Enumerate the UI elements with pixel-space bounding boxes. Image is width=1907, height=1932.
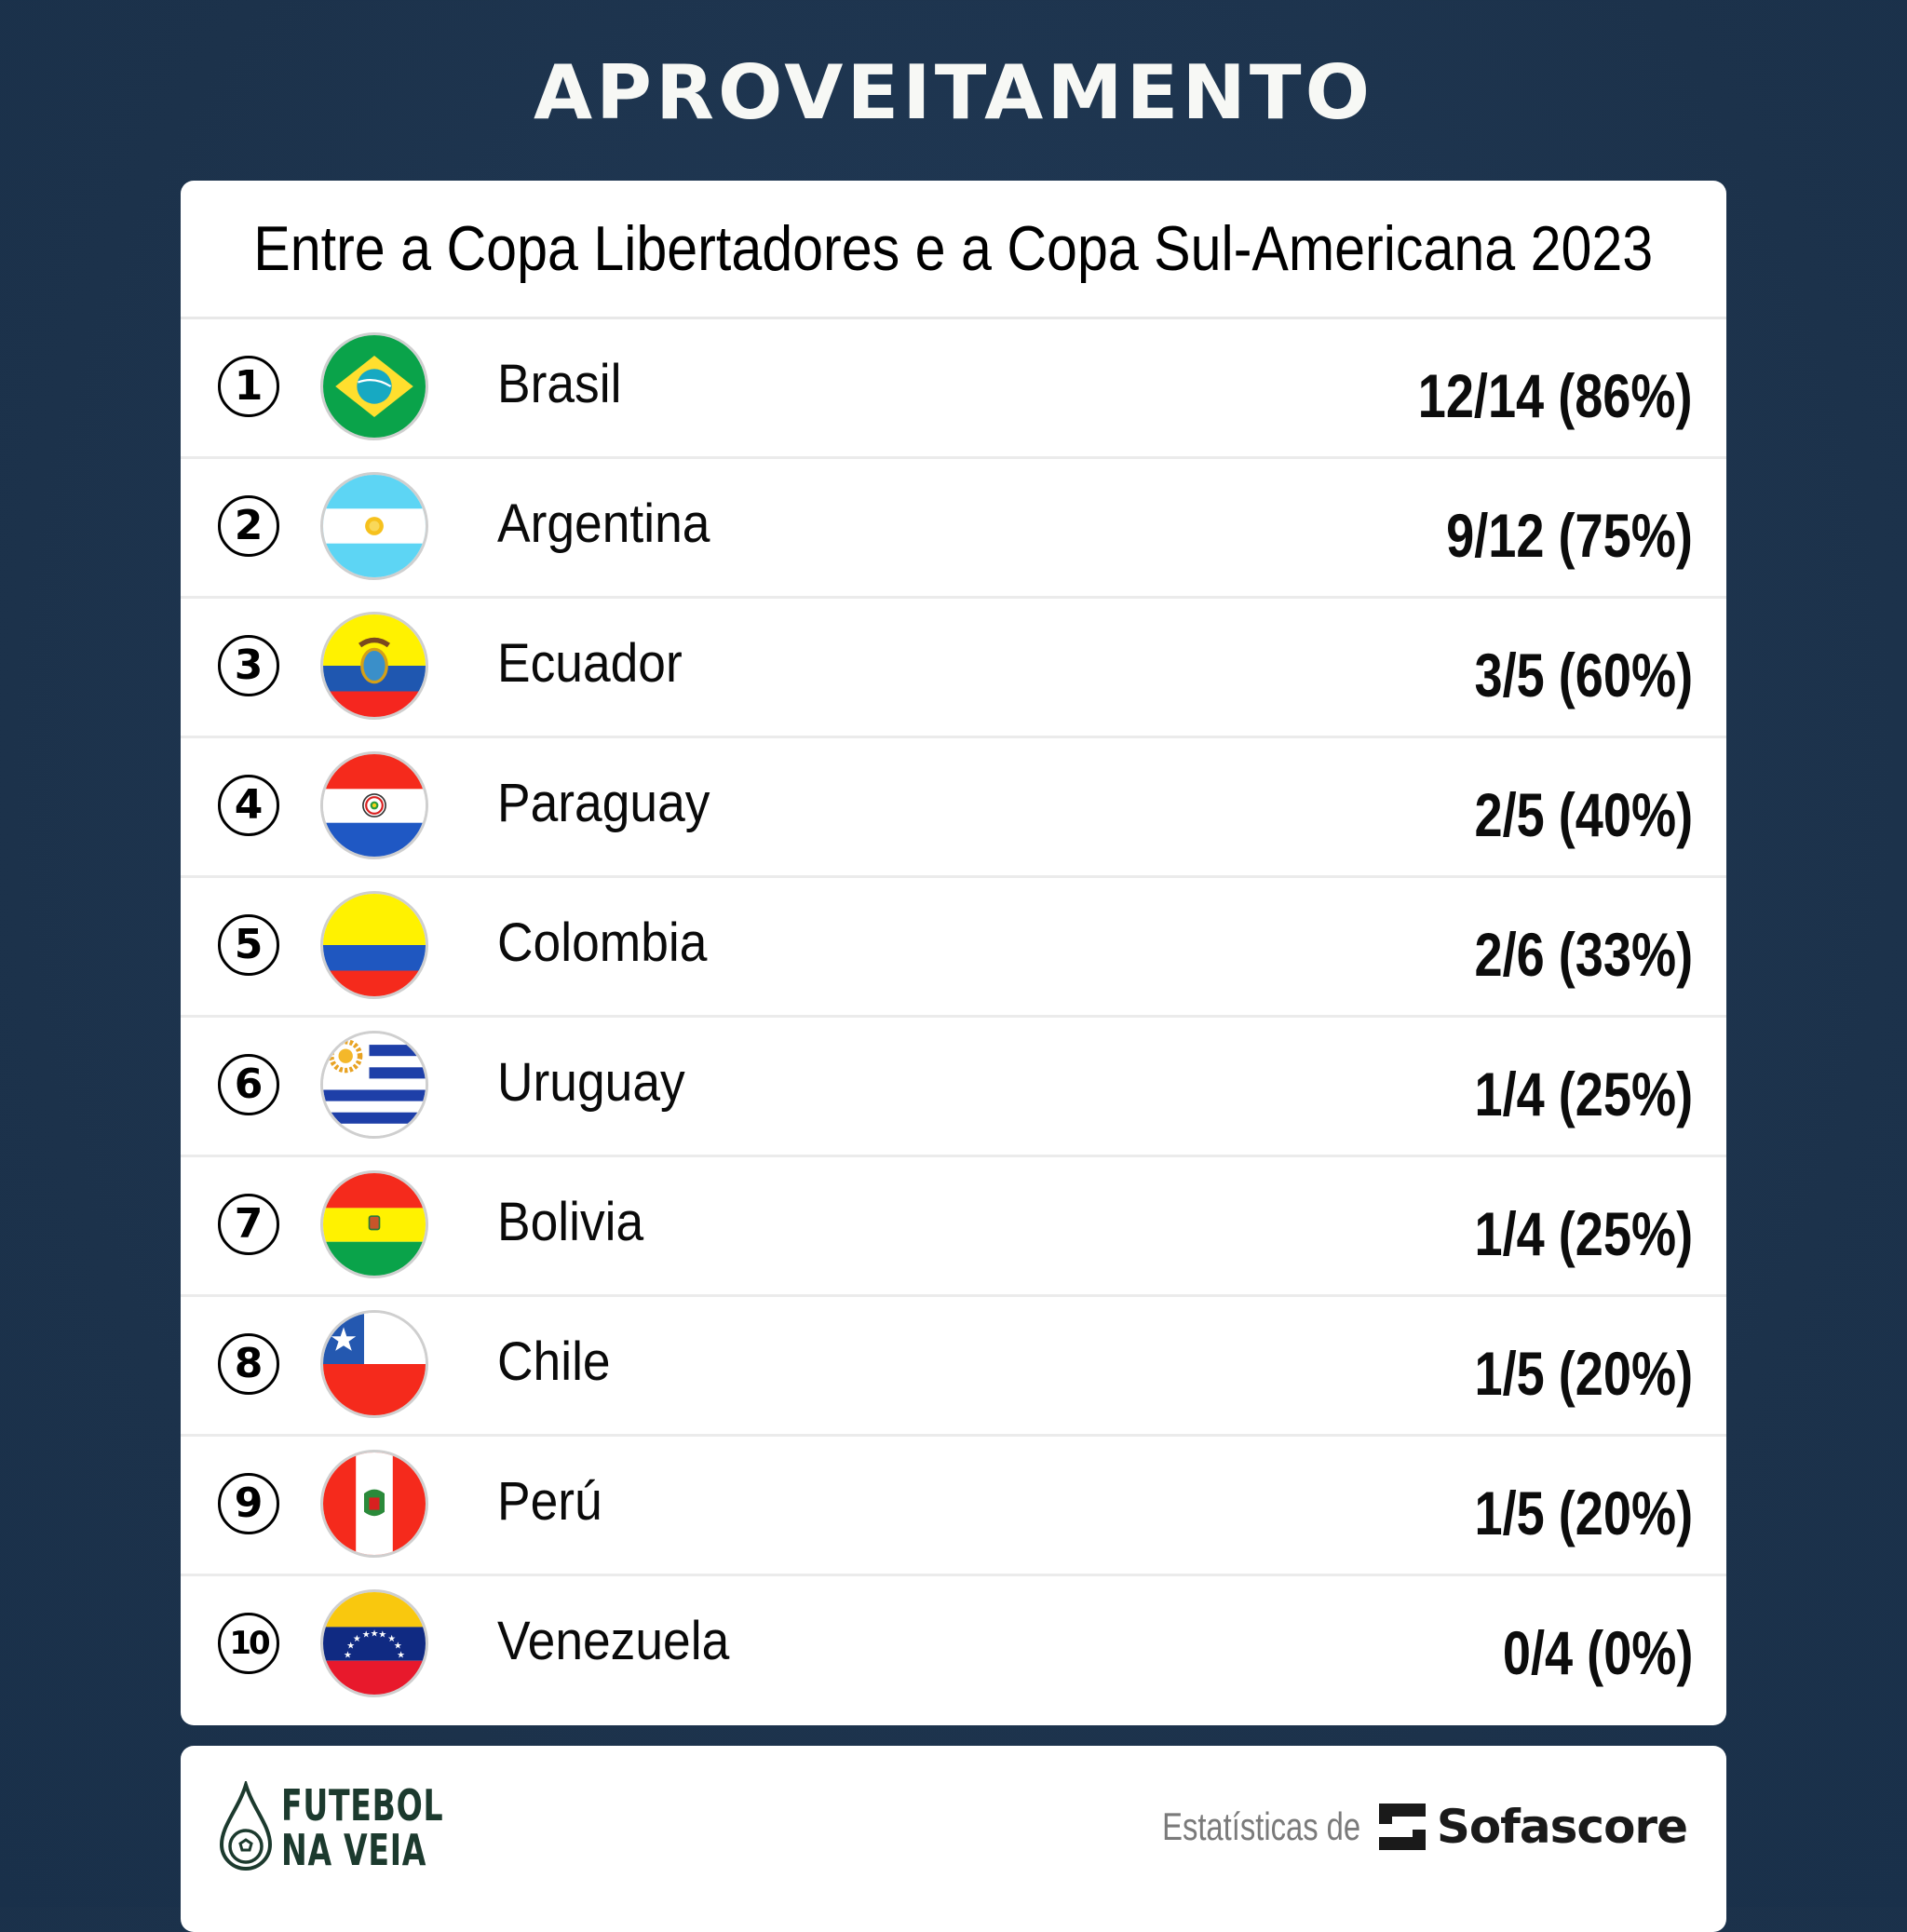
svg-text:★: ★ xyxy=(371,1628,379,1639)
svg-text:★: ★ xyxy=(346,1642,355,1652)
table-row: 8 Chile 1/5 (20%) xyxy=(181,1297,1726,1437)
brand-line-2: NA VEIA xyxy=(281,1825,427,1875)
country-name: Bolivia xyxy=(497,1192,644,1252)
rank-badge: 8 xyxy=(218,1333,279,1395)
brand-line-1: FUTEBOL xyxy=(281,1780,444,1831)
rank-badge: 1 xyxy=(218,356,279,417)
brazil-flag-icon xyxy=(320,332,428,440)
svg-text:★: ★ xyxy=(397,1650,405,1660)
futebol-na-veia-logo: FUTEBOL NA VEIA xyxy=(216,1781,507,1874)
rank-badge: 9 xyxy=(218,1473,279,1534)
win-rate: 1/4 (25%) xyxy=(1474,1060,1693,1128)
svg-text:★: ★ xyxy=(344,1650,352,1660)
rank-badge: 10 xyxy=(218,1613,279,1674)
sofascore-wordmark: Sofascore xyxy=(1436,1800,1688,1854)
ranking-card: Entre a Copa Libertadores e a Copa Sul-A… xyxy=(181,181,1726,1725)
win-rate: 3/5 (60%) xyxy=(1474,641,1693,709)
country-name: Ecuador xyxy=(497,633,683,694)
win-rate: 0/4 (0%) xyxy=(1502,1618,1693,1687)
svg-text:★: ★ xyxy=(378,1629,386,1640)
bolivia-flag-icon xyxy=(320,1170,428,1278)
country-name: Argentina xyxy=(497,493,710,554)
footer-card: FUTEBOL NA VEIA Estatísticas de Sofascor… xyxy=(181,1746,1726,1932)
rank-badge: 2 xyxy=(218,495,279,557)
win-rate: 12/14 (86%) xyxy=(1418,361,1693,430)
paraguay-flag-icon xyxy=(320,751,428,859)
rank-badge: 6 xyxy=(218,1054,279,1115)
win-rate: 1/4 (25%) xyxy=(1474,1199,1693,1268)
country-name: Uruguay xyxy=(497,1052,685,1113)
table-row: 1 Brasil 12/14 (86%) xyxy=(181,319,1726,459)
credit-label: Estatísticas de xyxy=(1161,1804,1360,1848)
peru-flag-icon xyxy=(320,1450,428,1558)
uruguay-flag-icon xyxy=(320,1031,428,1139)
svg-text:★: ★ xyxy=(353,1634,361,1644)
svg-text:★: ★ xyxy=(362,1629,371,1640)
subtitle: Entre a Copa Libertadores e a Copa Sul-A… xyxy=(253,213,1654,284)
table-row: 10 ★ ★ ★ ★ ★ ★ ★ ★ ★ Venezuela 0/4 (0%) xyxy=(181,1576,1726,1713)
country-name: Venezuela xyxy=(497,1611,730,1671)
ecuador-flag-icon xyxy=(320,612,428,720)
chile-flag-icon xyxy=(320,1310,428,1418)
country-name: Perú xyxy=(497,1471,602,1532)
table-row: 4 Paraguay 2/5 (40%) xyxy=(181,738,1726,878)
rank-badge: 3 xyxy=(218,635,279,696)
rank-badge: 4 xyxy=(218,775,279,836)
argentina-flag-icon xyxy=(320,472,428,580)
drop-ball-icon xyxy=(219,1781,273,1871)
rank-badge: 5 xyxy=(218,914,279,976)
page-title: APROVEITAMENTO xyxy=(533,49,1374,136)
win-rate: 2/6 (33%) xyxy=(1474,920,1693,989)
svg-text:★: ★ xyxy=(387,1634,396,1644)
table-row: 9 Perú 1/5 (20%) xyxy=(181,1437,1726,1576)
table-row: 7 Bolivia 1/4 (25%) xyxy=(181,1157,1726,1297)
country-name: Paraguay xyxy=(497,773,710,833)
colombia-flag-icon xyxy=(320,891,428,999)
win-rate: 9/12 (75%) xyxy=(1446,501,1693,570)
country-name: Brasil xyxy=(497,354,622,414)
table-row: 3 Ecuador 3/5 (60%) xyxy=(181,599,1726,738)
win-rate: 2/5 (40%) xyxy=(1474,780,1693,849)
country-name: Colombia xyxy=(497,912,708,973)
source-credit: Estatísticas de Sofascore xyxy=(1106,1800,1688,1854)
table-row: 2 Argentina 9/12 (75%) xyxy=(181,459,1726,599)
win-rate: 1/5 (20%) xyxy=(1474,1339,1693,1408)
table-row: 5 Colombia 2/6 (33%) xyxy=(181,878,1726,1018)
svg-text:★: ★ xyxy=(394,1642,402,1652)
country-name: Chile xyxy=(497,1331,611,1392)
table-row: 6 Uruguay 1/4 (25%) xyxy=(181,1018,1726,1157)
sofascore-logo-icon xyxy=(1378,1804,1426,1850)
venezuela-flag-icon: ★ ★ ★ ★ ★ ★ ★ ★ ★ xyxy=(320,1589,428,1697)
win-rate: 1/5 (20%) xyxy=(1474,1479,1693,1547)
rank-badge: 7 xyxy=(218,1194,279,1255)
subtitle-bar: Entre a Copa Libertadores e a Copa Sul-A… xyxy=(181,181,1726,319)
